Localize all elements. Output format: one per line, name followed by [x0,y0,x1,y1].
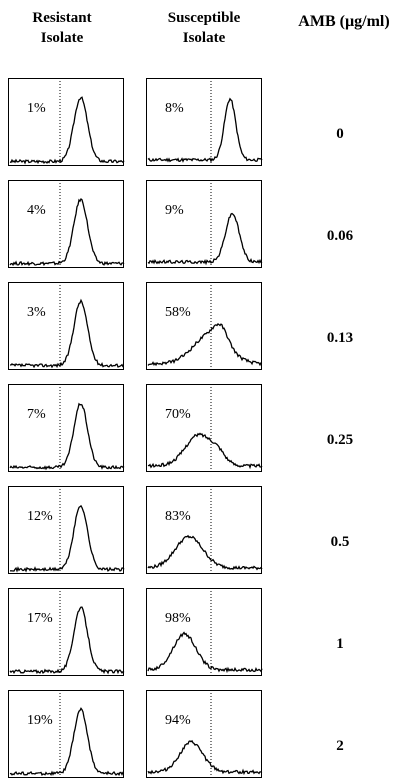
susceptible-histogram-panel: 70% [146,384,263,472]
resistant-percent-label: 3% [27,305,46,320]
susceptible-histogram-panel: 8% [146,78,263,166]
resistant-percent-label: 19% [27,713,53,728]
susceptible-histogram-plot [147,489,263,573]
amb-concentration-value: 1 [336,636,344,652]
susceptible-percent-label: 98% [165,611,191,626]
resistant-histogram-panel: 12% [8,486,125,574]
histogram-curve [147,97,263,163]
histogram-curve [9,707,124,777]
susceptible-histogram-panel: 94% [146,690,263,778]
resistant-percent-label: 17% [27,611,53,626]
resistant-percent-label: 12% [27,509,53,524]
histogram-curve [9,606,125,675]
susceptible-isolate-header: Susceptible Isolate [144,8,264,48]
histogram-curve [9,197,125,267]
amb-concentration-value: 2 [336,738,344,754]
histogram-curve [147,432,263,470]
susceptible-percent-label: 94% [165,713,191,728]
susceptible-percent-label: 70% [165,407,191,422]
susceptible-percent-label: 9% [165,203,184,218]
susceptible-histogram-plot [147,387,263,471]
susceptible-percent-label: 8% [165,101,184,116]
histogram-curve [147,212,263,266]
histogram-curve [147,322,263,367]
resistant-histogram-panel: 17% [8,588,125,676]
resistant-isolate-header: Resistant Isolate [2,8,122,48]
susceptible-histogram-plot [147,693,263,777]
susceptible-histogram-panel: 58% [146,282,263,370]
susceptible-histogram-plot [147,183,263,267]
resistant-histogram-plot [9,387,125,471]
resistant-histogram-plot [9,591,125,675]
resistant-percent-label: 7% [27,407,46,422]
histogram-curve [9,504,125,573]
amb-concentration-value: 0 [336,126,344,142]
resistant-histogram-plot [9,489,125,573]
resistant-percent-label: 4% [27,203,46,218]
susceptible-percent-label: 58% [165,305,191,320]
histogram-curve [9,96,125,165]
susceptible-histogram-panel: 98% [146,588,263,676]
amb-concentration-header: AMB (µg/ml) [298,13,390,30]
resistant-header-line2: Isolate [40,30,84,46]
resistant-percent-label: 1% [27,101,46,116]
resistant-histogram-panel: 7% [8,384,125,472]
susceptible-histogram-panel: 9% [146,180,263,268]
resistant-histogram-panel: 4% [8,180,125,268]
amb-concentration-value: 0.13 [326,330,354,346]
susceptible-histogram-panel: 83% [146,486,263,574]
susceptible-histogram-plot [147,285,263,369]
amb-concentration-value: 0.25 [326,432,354,448]
histogram-curve [147,631,263,674]
susceptible-header-line1: Susceptible [167,10,241,26]
resistant-header-line1: Resistant [32,10,92,26]
susceptible-histogram-plot [147,591,263,675]
histogram-curve [9,298,125,369]
amb-concentration-value: 0.06 [326,228,354,244]
resistant-histogram-panel: 1% [8,78,125,166]
resistant-histogram-plot [9,81,125,165]
histogram-curve [147,534,263,571]
resistant-histogram-plot [9,693,124,777]
susceptible-percent-label: 83% [165,509,191,524]
resistant-histogram-panel: 3% [8,282,125,370]
amb-concentration-value: 0.5 [330,534,350,550]
resistant-histogram-plot [9,183,125,267]
susceptible-header-line2: Isolate [182,30,226,46]
susceptible-histogram-plot [147,81,263,165]
histogram-curve [147,739,263,776]
resistant-histogram-panel: 19% [8,690,124,778]
histogram-curve [9,402,125,471]
resistant-histogram-plot [9,285,125,369]
